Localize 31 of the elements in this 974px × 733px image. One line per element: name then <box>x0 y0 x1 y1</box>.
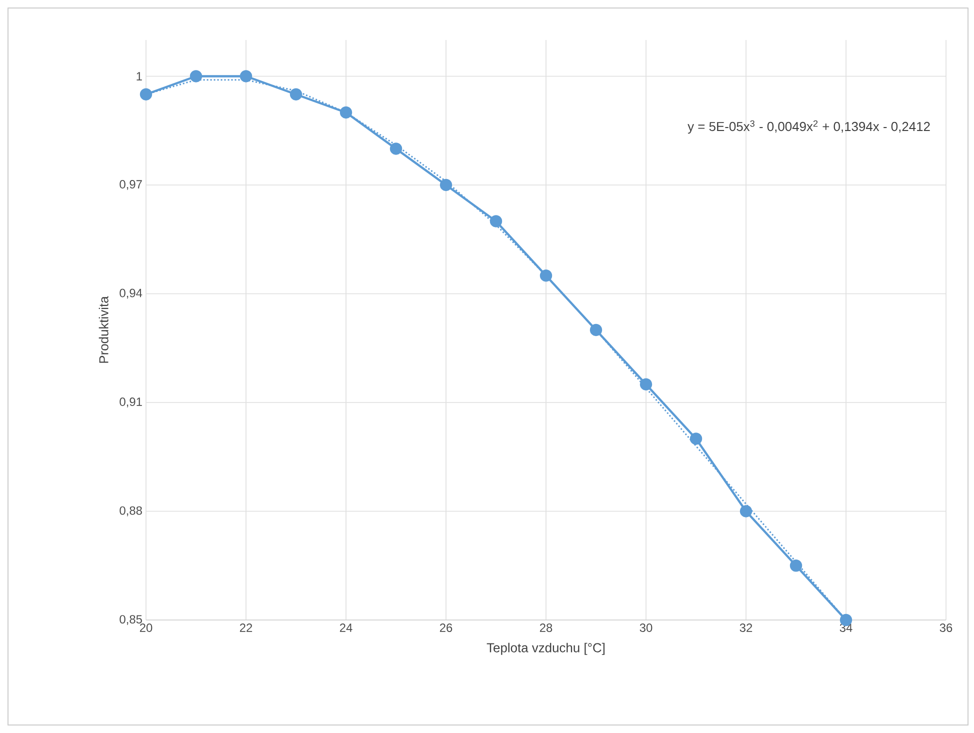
x-tick-label: 36 <box>940 624 952 632</box>
x-axis-title: Teplota vzduchu [°C] <box>486 642 605 655</box>
x-tick-label: 30 <box>640 624 652 632</box>
x-tick-label: 24 <box>340 624 352 632</box>
point <box>540 270 552 282</box>
y-tick-label: 1 <box>136 72 142 80</box>
point <box>690 432 702 445</box>
annotation: y = 5E-05x$^{3}$ - 0,0049x$^{2}$ + 0,1394x - 0,2412 <box>688 120 930 134</box>
y-axis-title: Produktivita <box>98 296 108 363</box>
x-tick-label: 26 <box>440 624 452 632</box>
point <box>340 106 352 119</box>
point <box>590 324 602 336</box>
x-tick-label: 22 <box>240 624 252 632</box>
y-tick-label: 0,97 <box>120 180 142 190</box>
y-tick-label: 0,85 <box>120 615 142 625</box>
point <box>240 70 252 82</box>
point <box>140 88 152 100</box>
y-tick-label: 0,91 <box>120 398 142 408</box>
x-tick-label: 32 <box>740 624 752 632</box>
y-tick-label: 0,94 <box>120 288 142 299</box>
x-tick-label: 28 <box>540 624 552 632</box>
point <box>640 378 652 390</box>
x-tick-label: 20 <box>140 624 152 632</box>
point <box>490 215 502 228</box>
y-tick-label: 0,88 <box>120 506 142 516</box>
point <box>740 505 752 518</box>
point <box>190 70 202 82</box>
point <box>440 178 452 192</box>
point <box>290 88 302 100</box>
point <box>390 142 402 155</box>
point <box>790 560 802 572</box>
